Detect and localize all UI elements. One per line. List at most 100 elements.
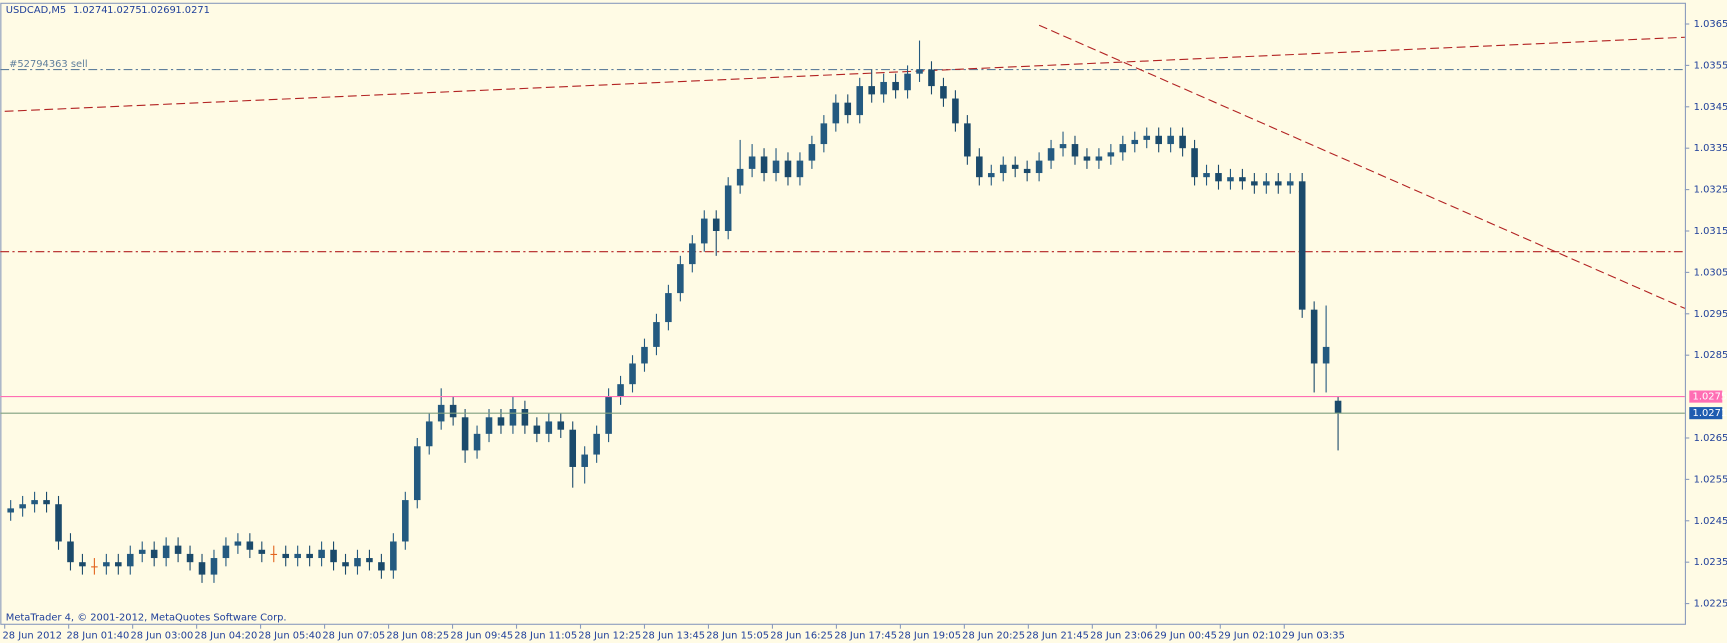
- candle-body: [79, 562, 86, 567]
- y-tick-label: 1.0315: [1694, 226, 1727, 237]
- candle-body: [820, 123, 828, 145]
- candle-body: [509, 409, 517, 426]
- candle-body: [330, 549, 337, 563]
- candle-body: [844, 102, 852, 116]
- candle-body: [378, 562, 385, 571]
- candle-body: [91, 566, 98, 568]
- candle-body: [258, 549, 266, 554]
- candle-body: [1298, 181, 1306, 310]
- x-tick-label: 28 Jun 03:00: [130, 630, 193, 641]
- candle-body: [736, 168, 744, 186]
- candle-body: [700, 218, 708, 244]
- candle-body: [485, 417, 493, 434]
- candle-body: [210, 558, 218, 575]
- candle-body: [581, 454, 588, 467]
- price-box: [1689, 407, 1723, 420]
- candle-body: [569, 429, 577, 467]
- candle-body: [1047, 148, 1055, 161]
- candle-body: [198, 562, 206, 575]
- candle-body: [1239, 177, 1246, 182]
- candle-body: [318, 549, 325, 559]
- candle-body: [796, 160, 804, 178]
- candle-body: [425, 421, 433, 447]
- x-tick-label: 28 Jun 01:40: [66, 630, 129, 641]
- candle-body: [748, 156, 756, 169]
- candle-body: [1274, 181, 1282, 186]
- x-tick-label: 28 Jun 16:25: [770, 630, 833, 641]
- candle-body: [162, 545, 170, 559]
- candle-body: [138, 549, 146, 554]
- candle-body: [1203, 173, 1210, 178]
- candle-body: [1167, 135, 1174, 145]
- candle-body: [1263, 181, 1270, 186]
- x-tick-label: 28 Jun 2012: [2, 630, 62, 641]
- candle-body: [593, 433, 600, 455]
- price-box-label: 1.0271: [1693, 408, 1727, 419]
- candle-body: [1191, 148, 1198, 178]
- x-tick-label: 28 Jun 20:25: [962, 630, 1025, 641]
- header-value: 1.0275: [107, 5, 142, 16]
- candle-body: [294, 553, 301, 559]
- candle-body: [31, 500, 38, 505]
- x-tick-label: 28 Jun 17:45: [834, 630, 897, 641]
- y-tick-label: 1.0265: [1694, 433, 1727, 444]
- candle-body: [1035, 160, 1043, 174]
- candle-body: [1155, 135, 1162, 145]
- y-tick-label: 1.0325: [1694, 185, 1727, 196]
- candle-body: [461, 417, 469, 451]
- candle-body: [689, 243, 696, 265]
- y-tick-label: 1.0345: [1694, 102, 1727, 113]
- candle-body: [186, 553, 194, 563]
- x-tick-label: 28 Jun 13:45: [642, 630, 705, 641]
- candle-body: [641, 346, 648, 364]
- candle-body: [677, 264, 684, 294]
- x-tick-label: 28 Jun 04:20: [194, 630, 257, 641]
- candle-body: [19, 504, 26, 509]
- x-tick-label: 28 Jun 23:06: [1090, 630, 1153, 641]
- candle-body: [521, 409, 529, 426]
- header-value: 1.0269: [141, 5, 176, 16]
- candle-body: [354, 558, 361, 567]
- candle-body: [497, 417, 505, 426]
- y-tick-label: 1.0295: [1694, 309, 1727, 320]
- candle-body: [808, 144, 816, 161]
- candle-body: [1071, 144, 1079, 157]
- candle-body: [174, 545, 182, 554]
- candle-body: [1059, 144, 1067, 149]
- candle-body: [234, 541, 242, 546]
- candle-body: [270, 553, 278, 556]
- trendline: [1038, 24, 1686, 309]
- candle-body: [342, 562, 349, 567]
- candle-body: [557, 421, 565, 430]
- candle-body: [868, 86, 875, 95]
- candle-body: [390, 541, 397, 571]
- price-box: [1689, 390, 1723, 403]
- candle-body: [772, 160, 780, 174]
- candle-body: [892, 81, 899, 91]
- candle-body: [246, 541, 254, 550]
- candle-body: [760, 156, 768, 174]
- x-tick-label: 28 Jun 12:25: [578, 630, 641, 641]
- candle-body: [126, 553, 134, 567]
- candle-body: [115, 562, 122, 567]
- candle-body: [952, 98, 959, 124]
- candle-body: [964, 123, 971, 157]
- candle-body: [880, 81, 887, 95]
- x-tick-label: 28 Jun 08:25: [386, 630, 449, 641]
- x-tick-label: 28 Jun 11:05: [514, 630, 577, 641]
- candle-body: [1286, 181, 1294, 186]
- candle-body: [629, 363, 636, 385]
- candle-body: [545, 421, 553, 434]
- candle-body: [103, 562, 110, 567]
- header-value: 1.0274: [73, 5, 108, 16]
- candle-body: [1251, 181, 1258, 186]
- x-tick-label: 28 Jun 15:05: [706, 630, 769, 641]
- candle-body: [413, 446, 421, 501]
- x-tick-label: 29 Jun 00:45: [1154, 630, 1217, 641]
- candle-body: [916, 69, 923, 74]
- y-tick-label: 1.0285: [1694, 350, 1727, 361]
- y-tick-label: 1.0255: [1694, 474, 1727, 485]
- candle-body: [987, 173, 995, 178]
- y-tick-label: 1.0235: [1694, 557, 1727, 568]
- price-box-label: 1.0275: [1693, 392, 1727, 403]
